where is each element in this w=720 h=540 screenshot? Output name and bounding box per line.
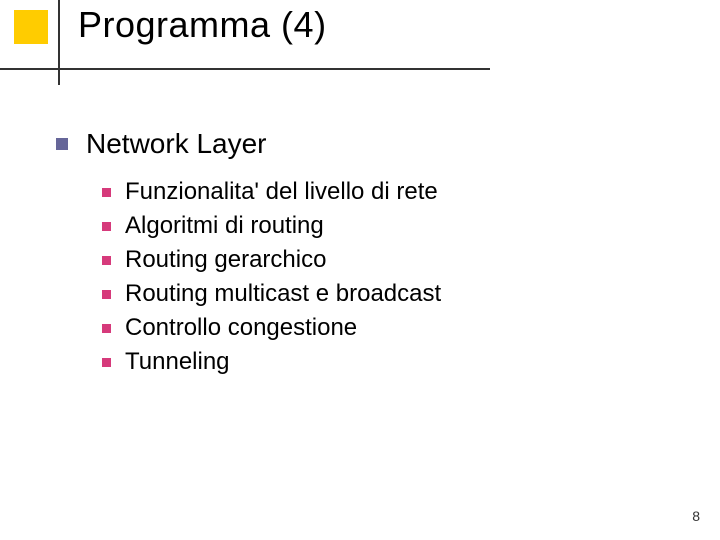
corner-accent-box [14,10,48,44]
content-area: Network Layer Funzionalita' del livello … [56,128,441,382]
square-bullet-icon [56,138,68,150]
page-number: 8 [692,508,700,524]
horizontal-rule [0,68,490,70]
square-bullet-icon [102,256,111,265]
square-bullet-icon [102,358,111,367]
level2-text: Routing multicast e broadcast [125,280,441,308]
level2-text: Tunneling [125,348,230,376]
vertical-rule [58,0,60,85]
level2-item: Routing gerarchico [102,246,441,274]
level1-item: Network Layer [56,128,441,160]
level2-item: Routing multicast e broadcast [102,280,441,308]
slide: Programma (4) Network Layer Funzionalita… [0,0,720,540]
level2-item: Algoritmi di routing [102,212,441,240]
square-bullet-icon [102,188,111,197]
slide-title: Programma (4) [78,4,327,46]
level1-text: Network Layer [86,128,267,160]
level2-text: Funzionalita' del livello di rete [125,178,438,206]
level2-item: Funzionalita' del livello di rete [102,178,441,206]
level2-text: Algoritmi di routing [125,212,324,240]
square-bullet-icon [102,324,111,333]
square-bullet-icon [102,290,111,299]
level2-group: Funzionalita' del livello di rete Algori… [102,178,441,376]
level2-item: Controllo congestione [102,314,441,342]
level2-item: Tunneling [102,348,441,376]
square-bullet-icon [102,222,111,231]
level2-text: Routing gerarchico [125,246,326,274]
level2-text: Controllo congestione [125,314,357,342]
